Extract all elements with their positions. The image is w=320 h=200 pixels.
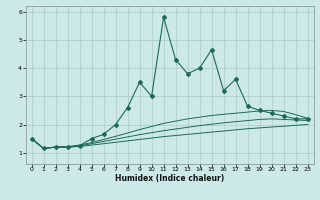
X-axis label: Humidex (Indice chaleur): Humidex (Indice chaleur): [115, 174, 224, 183]
